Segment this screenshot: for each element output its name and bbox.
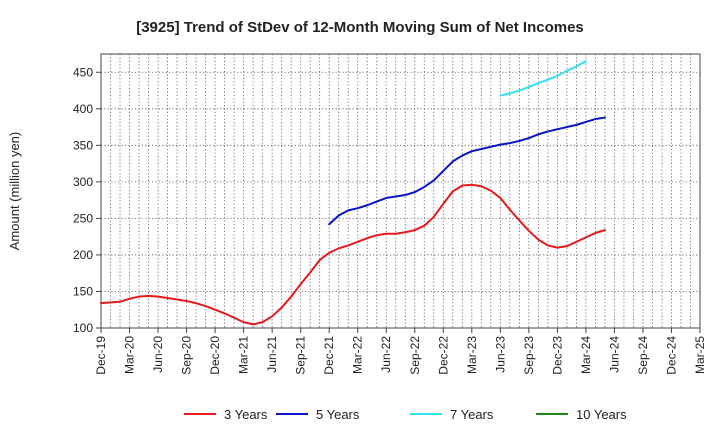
y-tick-label: 150 — [73, 284, 93, 298]
y-axis-label: Amount (million yen) — [7, 132, 22, 251]
plot-area: 100 150 200 250 300 350 400 450 Dec-19 Mar-20 Jun-… — [73, 53, 707, 375]
x-tick-label: Jun-23 — [493, 336, 507, 373]
x-tick-label: Mar-24 — [579, 336, 593, 374]
x-tick-label: Dec-23 — [550, 336, 564, 375]
legend: 3 Years 5 Years 7 Years 10 Years — [184, 407, 627, 422]
x-tick-label: Dec-20 — [208, 336, 222, 375]
x-tick-label: Mar-21 — [237, 336, 251, 374]
x-tick-label: Sep-21 — [294, 336, 308, 375]
series-line-3-years — [100, 183, 606, 326]
series-line-7-years — [499, 60, 587, 97]
plot-border — [100, 53, 701, 329]
y-tick-label: 200 — [73, 248, 93, 262]
legend-label-7-years: 7 Years — [450, 407, 494, 422]
series-line-5-years — [328, 116, 606, 226]
x-tick-label: Mar-23 — [465, 336, 479, 374]
legend-label-10-years: 10 Years — [576, 407, 627, 422]
x-tick-label: Sep-23 — [522, 336, 536, 375]
x-tick-label: Mar-22 — [351, 336, 365, 374]
x-tick-label: Jun-21 — [265, 336, 279, 373]
plot-background — [101, 54, 700, 328]
y-tick-label: 300 — [73, 175, 93, 189]
x-tick-label: Jun-24 — [607, 336, 621, 373]
y-tick-label: 250 — [73, 211, 93, 225]
x-tick-label: Sep-20 — [180, 336, 194, 375]
x-tick-label: Sep-24 — [636, 336, 650, 375]
legend-label-3-years: 3 Years — [224, 407, 268, 422]
y-tick-label: 450 — [73, 65, 93, 79]
y-tick-label: 400 — [73, 102, 93, 116]
x-tick-label: Dec-19 — [94, 336, 108, 375]
x-tick-label: Dec-21 — [322, 336, 336, 375]
x-tick-label: Jun-20 — [151, 336, 165, 373]
legend-label-5-years: 5 Years — [316, 407, 360, 422]
x-tick-label: Mar-25 — [693, 336, 707, 374]
y-tick-label: 350 — [73, 138, 93, 152]
y-tick-label: 100 — [73, 321, 93, 335]
x-tick-label: Sep-22 — [408, 336, 422, 375]
x-tick-label: Jun-22 — [379, 336, 393, 373]
x-tick-label: Dec-22 — [436, 336, 450, 375]
chart-title: [3925] Trend of StDev of 12-Month Moving… — [136, 19, 584, 36]
x-tick-label: Mar-20 — [123, 336, 137, 374]
x-tick-label: Dec-24 — [664, 336, 678, 375]
